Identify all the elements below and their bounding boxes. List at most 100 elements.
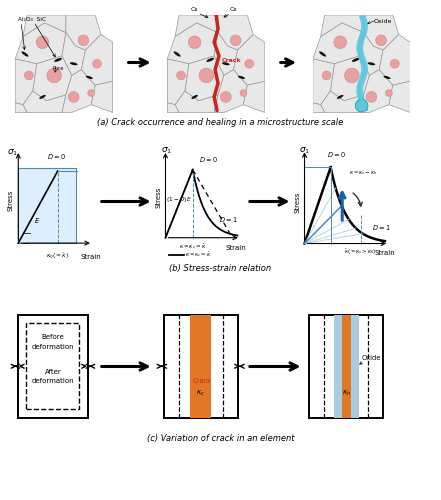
Polygon shape: [313, 59, 334, 104]
Ellipse shape: [222, 62, 230, 66]
Circle shape: [188, 36, 201, 48]
Bar: [334, 315, 342, 418]
Text: Pore: Pore: [52, 66, 64, 70]
Polygon shape: [23, 91, 66, 112]
Bar: [26, 324, 79, 409]
Text: $\kappa_c$: $\kappa_c$: [196, 388, 205, 398]
Text: Crack: Crack: [222, 58, 242, 63]
Text: deformation: deformation: [32, 344, 74, 350]
Ellipse shape: [367, 62, 375, 66]
Text: Strain: Strain: [80, 254, 101, 260]
Text: $D=1$: $D=1$: [219, 214, 238, 224]
Polygon shape: [175, 91, 218, 112]
Circle shape: [220, 92, 231, 102]
Circle shape: [93, 60, 101, 68]
Polygon shape: [167, 103, 179, 113]
Ellipse shape: [238, 76, 245, 79]
Polygon shape: [62, 70, 95, 112]
Circle shape: [68, 92, 79, 102]
Polygon shape: [379, 34, 411, 85]
Polygon shape: [363, 15, 399, 50]
Bar: [18, 168, 76, 243]
Circle shape: [390, 60, 399, 68]
Polygon shape: [167, 23, 218, 64]
Text: Before: Before: [41, 334, 64, 340]
Circle shape: [88, 90, 95, 96]
Polygon shape: [167, 59, 189, 104]
Ellipse shape: [22, 52, 28, 57]
Polygon shape: [33, 56, 72, 101]
Circle shape: [344, 68, 359, 83]
Text: Stress: Stress: [156, 187, 161, 208]
Ellipse shape: [384, 76, 390, 79]
Circle shape: [24, 71, 33, 80]
Ellipse shape: [70, 62, 78, 66]
Text: Al₂O₃  SiC: Al₂O₃ SiC: [18, 17, 46, 22]
Polygon shape: [313, 103, 325, 113]
Bar: [190, 315, 211, 418]
Text: (c) Variation of crack in an element: (c) Variation of crack in an element: [147, 434, 294, 444]
Text: $\kappa_h$: $\kappa_h$: [342, 388, 351, 398]
Polygon shape: [321, 15, 363, 36]
Text: (a) Crack occurrence and healing in a microstructure scale: (a) Crack occurrence and healing in a mi…: [97, 118, 344, 127]
Text: $\kappa_0(=\bar{\kappa})$: $\kappa_0(=\bar{\kappa})$: [46, 252, 69, 262]
Ellipse shape: [319, 52, 326, 57]
Circle shape: [78, 35, 89, 45]
Text: $\sigma_1$: $\sigma_1$: [7, 148, 19, 158]
Ellipse shape: [174, 52, 180, 57]
Circle shape: [36, 36, 49, 48]
Text: $\kappa=\kappa_c=\bar{\kappa}$: $\kappa=\kappa_c=\bar{\kappa}$: [185, 250, 212, 259]
Polygon shape: [321, 91, 363, 112]
Polygon shape: [330, 56, 370, 101]
Polygon shape: [313, 23, 363, 64]
Text: $\kappa=\kappa_c=\bar{\kappa}$: $\kappa=\kappa_c=\bar{\kappa}$: [179, 242, 206, 250]
Circle shape: [376, 35, 386, 45]
Polygon shape: [66, 15, 101, 50]
Polygon shape: [185, 56, 224, 101]
Circle shape: [366, 92, 377, 102]
Bar: [309, 315, 383, 418]
Text: (b) Stress-strain relation: (b) Stress-strain relation: [169, 264, 272, 274]
Ellipse shape: [352, 58, 360, 62]
Text: deformation: deformation: [32, 378, 74, 384]
Circle shape: [199, 68, 213, 83]
Text: Strain: Strain: [374, 250, 395, 256]
Polygon shape: [175, 15, 218, 36]
Polygon shape: [360, 32, 383, 76]
Polygon shape: [389, 82, 411, 112]
Bar: [351, 315, 359, 418]
Circle shape: [240, 90, 247, 96]
Polygon shape: [82, 34, 113, 85]
Polygon shape: [234, 34, 265, 85]
Polygon shape: [15, 103, 27, 113]
Text: $E$: $E$: [34, 216, 41, 226]
Polygon shape: [15, 59, 37, 104]
Ellipse shape: [39, 95, 46, 99]
Text: $\sigma_1$: $\sigma_1$: [299, 146, 311, 156]
Text: Oxide: Oxide: [374, 19, 392, 24]
Circle shape: [47, 68, 61, 83]
Polygon shape: [62, 32, 86, 76]
Text: $D=0$: $D=0$: [327, 150, 346, 159]
Text: O₂: O₂: [191, 7, 198, 12]
Polygon shape: [214, 32, 238, 76]
Text: $(1-D)E$: $(1-D)E$: [166, 194, 192, 203]
Text: O₂: O₂: [230, 7, 237, 12]
Text: $D=0$: $D=0$: [199, 156, 218, 164]
Ellipse shape: [337, 95, 344, 99]
Text: $\bar{\kappa}(=\kappa_s>\kappa_0)$: $\bar{\kappa}(=\kappa_s>\kappa_0)$: [344, 248, 376, 256]
Text: Oxide: Oxide: [362, 355, 381, 361]
Circle shape: [176, 71, 185, 80]
Polygon shape: [214, 70, 247, 112]
Circle shape: [245, 60, 254, 68]
Text: Crack: Crack: [193, 378, 212, 384]
Text: Strain: Strain: [225, 245, 246, 251]
Circle shape: [322, 71, 331, 80]
Ellipse shape: [86, 76, 93, 79]
Ellipse shape: [191, 95, 198, 99]
Circle shape: [334, 36, 347, 48]
Text: Stress: Stress: [295, 192, 300, 213]
Bar: [164, 315, 238, 418]
Polygon shape: [360, 70, 393, 112]
Circle shape: [385, 90, 392, 96]
